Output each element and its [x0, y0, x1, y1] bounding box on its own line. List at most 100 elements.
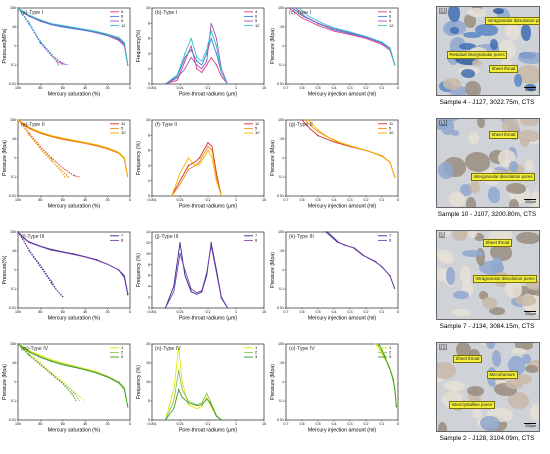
- photo-label: (d): [439, 8, 448, 14]
- mineral-grain: [451, 129, 460, 137]
- x-tick-label: 0.3: [348, 422, 353, 426]
- y-tick-label: 0.1: [11, 399, 16, 403]
- x-tick-label: 100: [15, 310, 21, 314]
- x-axis-label: Mercury saturation (%): [48, 92, 101, 98]
- y-axis-label: Pressure(%): [2, 255, 8, 284]
- data-point: [206, 49, 208, 51]
- x-tick-label: 1: [235, 422, 237, 426]
- plot-frame: [285, 231, 399, 309]
- series-line-12: [165, 29, 228, 85]
- x-tick-label: 0.001: [148, 198, 157, 202]
- data-point: [201, 291, 203, 293]
- data-point: [198, 161, 201, 163]
- photo-annotation: Sheet throat: [483, 239, 512, 247]
- data-point: [374, 343, 377, 345]
- plot-frame: [17, 119, 131, 197]
- x-tick-label: 10: [262, 198, 266, 202]
- series-line-1-withdrawal: [17, 343, 86, 402]
- x-tick-label: 60: [61, 310, 65, 314]
- data-point: [209, 402, 211, 404]
- y-axis-label: Pressure (Mpa): [2, 140, 8, 176]
- panel-c: 0.7 0.6 0.5 0.4 0.3 0.2 0.1 0 100 10 1 0.1 0.01 (c)-T…: [270, 6, 399, 97]
- data-point: [95, 259, 98, 261]
- legend-entry: 2: [255, 350, 258, 355]
- mineral-grain: [489, 38, 498, 50]
- series-line-3-withdrawal: [17, 343, 77, 402]
- x-tick-label: 0.5: [316, 310, 321, 314]
- legend-entry: 11: [121, 121, 126, 126]
- data-point: [196, 60, 198, 62]
- panel-k: 0.7 0.6 0.5 0.4 0.3 0.2 0.1 0 100 10 1 0.1 0.01 (k)-T…: [270, 230, 399, 321]
- data-point: [17, 119, 19, 121]
- mineral-grain: [514, 343, 533, 350]
- data-point: [184, 60, 186, 62]
- data-point: [207, 145, 209, 148]
- y-tick-label: 0.01: [277, 194, 284, 198]
- y-tick-label: 15: [146, 361, 150, 365]
- x-tick-label: 0.1: [380, 198, 385, 202]
- data-point: [201, 406, 203, 408]
- legend-entry: 6: [389, 14, 392, 19]
- series-line-2-withdrawal: [17, 343, 80, 402]
- data-point: [226, 83, 229, 85]
- plot-frame: [285, 119, 399, 197]
- data-point: [59, 61, 62, 63]
- legend-entry: 3: [389, 354, 392, 359]
- data-point: [207, 149, 209, 152]
- data-point: [50, 22, 53, 25]
- plot-frame: [151, 119, 265, 197]
- y-tick-label: 0.01: [277, 82, 284, 86]
- y-tick-label: 0.01: [9, 82, 16, 86]
- x-tick-label: 0.3: [348, 198, 353, 202]
- data-point: [179, 242, 181, 244]
- x-tick-label: 1: [235, 86, 237, 90]
- x-tick-label: 0.2: [364, 422, 369, 426]
- data-point: [198, 163, 201, 165]
- y-tick-label: 10: [280, 137, 284, 141]
- x-tick-label: 20: [106, 86, 110, 90]
- data-point: [123, 157, 126, 159]
- y-tick-label: 4: [148, 164, 150, 168]
- data-point: [84, 141, 86, 144]
- y-tick-label: 10: [146, 118, 150, 122]
- data-point: [50, 373, 53, 376]
- x-axis-label: Mercury injection amount (ml): [308, 92, 377, 98]
- data-point: [184, 56, 186, 59]
- y-tick-label: 0.1: [11, 287, 16, 291]
- mineral-grain: [464, 81, 481, 95]
- mineral-grain: [491, 256, 503, 276]
- data-point: [354, 247, 356, 249]
- plot-frame: [151, 231, 265, 309]
- panel-label: (e)-Type II: [21, 122, 45, 128]
- x-tick-label: 0: [129, 310, 131, 314]
- scale-label: 200μm: [525, 200, 536, 204]
- mineral-grain: [463, 31, 482, 39]
- data-point: [376, 343, 378, 345]
- panel-i: 100 80 60 40 20 0 100 10 1 0.1 0.01 (i)-Type III 78 M…: [2, 230, 131, 321]
- data-point: [28, 127, 30, 130]
- x-tick-label: 0.6: [300, 198, 305, 202]
- data-point: [28, 21, 30, 24]
- legend-entry: 4: [255, 9, 258, 14]
- data-point: [187, 157, 190, 159]
- scale-label: 200μm: [525, 424, 536, 428]
- mineral-grain: [461, 250, 483, 257]
- data-point: [118, 269, 120, 271]
- y-tick-label: 100: [278, 342, 284, 346]
- legend-entry: 8: [121, 238, 124, 243]
- data-point: [184, 68, 186, 70]
- photo-annotation: Residual intergranular pores: [447, 51, 508, 59]
- legend-entry: 1: [389, 345, 392, 350]
- data-point: [28, 126, 30, 128]
- series-line-10-withdrawal: [17, 119, 66, 178]
- photo-caption: Sample 7 - J134, 3084.15m, CTS: [439, 323, 535, 330]
- x-tick-label: 40: [83, 86, 87, 90]
- x-tick-label: 1: [235, 310, 237, 314]
- data-point: [187, 402, 190, 404]
- data-point: [201, 402, 203, 404]
- data-point: [39, 19, 42, 21]
- plot-frame: [285, 7, 399, 85]
- x-tick-label: 0.6: [300, 86, 305, 90]
